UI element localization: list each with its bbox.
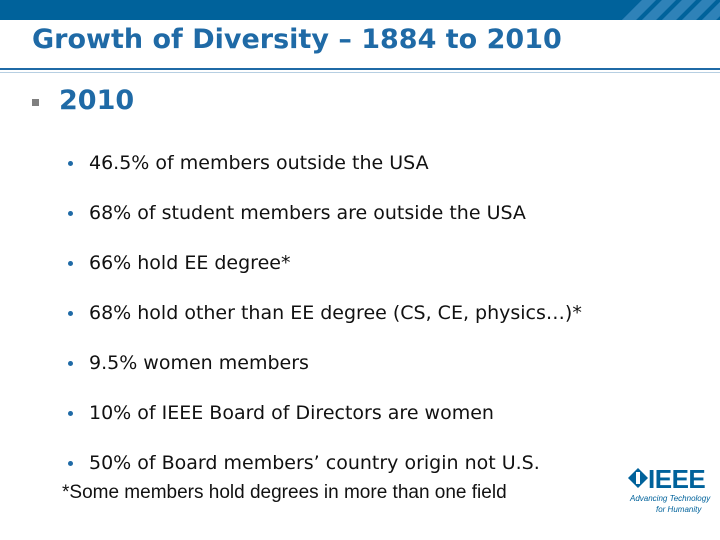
list-item-text: 46.5% of members outside the USA [89, 152, 429, 174]
title-divider-thin [0, 72, 720, 73]
list-item-text: 9.5% women members [89, 352, 309, 374]
bullet-list: 46.5% of members outside the USA 68% of … [68, 138, 708, 488]
list-item-text: 68% hold other than EE degree (CS, CE, p… [89, 302, 582, 324]
list-item: 66% hold EE degree* [68, 238, 708, 288]
bullet-dot-icon [68, 460, 73, 466]
ieee-logo: IEEE Advancing Technology for Humanity [626, 462, 710, 522]
list-item: 68% hold other than EE degree (CS, CE, p… [68, 288, 708, 338]
bullet-dot-icon [68, 160, 73, 166]
list-item-text: 66% hold EE degree* [89, 252, 291, 274]
bullet-dot-icon [68, 210, 73, 216]
bullet-dot-icon [68, 360, 73, 366]
list-item: 46.5% of members outside the USA [68, 138, 708, 188]
bullet-dot-icon [68, 310, 73, 316]
bullet-dot-icon [68, 410, 73, 416]
list-item-text: 68% of student members are outside the U… [89, 202, 526, 224]
list-item: 9.5% women members [68, 338, 708, 388]
level1-heading: 2010 [59, 85, 135, 116]
slide-title: Growth of Diversity – 1884 to 2010 [32, 24, 562, 55]
square-bullet-icon [32, 99, 39, 106]
footnote: *Some members hold degrees in more than … [62, 482, 507, 503]
title-divider [0, 68, 720, 70]
top-banner [0, 0, 720, 20]
list-item: 50% of Board members’ country origin not… [68, 438, 708, 488]
logo-wordmark: IEEE [648, 464, 706, 494]
list-item-text: 50% of Board members’ country origin not… [89, 452, 540, 474]
level1-bullet: 2010 [32, 85, 134, 116]
list-item: 10% of IEEE Board of Directors are women [68, 388, 708, 438]
logo-tagline-line1: Advancing Technology [630, 494, 711, 503]
bullet-dot-icon [68, 260, 73, 266]
list-item-text: 10% of IEEE Board of Directors are women [89, 402, 494, 424]
logo-tagline-line2: for Humanity [656, 505, 702, 514]
ieee-diamond-icon [628, 468, 648, 488]
list-item: 68% of student members are outside the U… [68, 188, 708, 238]
